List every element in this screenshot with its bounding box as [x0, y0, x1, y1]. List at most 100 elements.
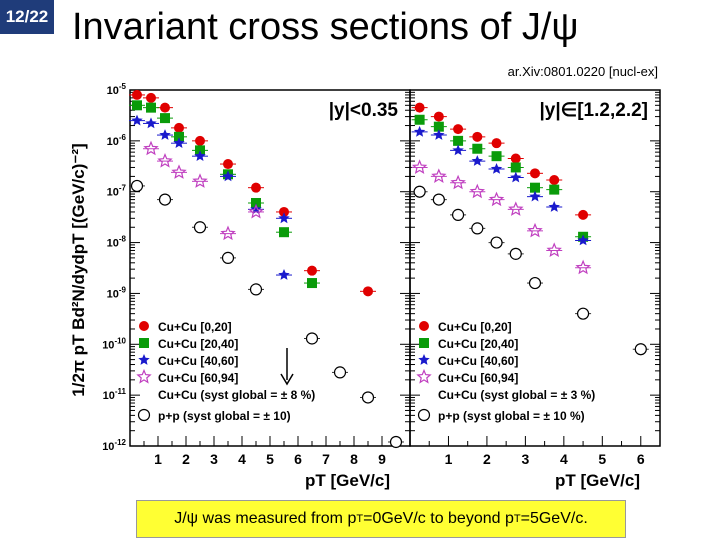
caption-middle: =0GeV/c to beyond p: [363, 510, 514, 527]
data-point: [279, 206, 289, 217]
x-tick-label: 1: [154, 451, 162, 467]
data-point: [453, 135, 464, 146]
data-point: [510, 171, 522, 183]
x-tick-label: 8: [350, 451, 358, 467]
x-tick-label: 9: [378, 451, 386, 467]
legend-label: Cu+Cu [60,94]: [158, 371, 238, 385]
data-point: [549, 174, 560, 185]
legend-label: Cu+Cu [0,20]: [438, 320, 512, 334]
data-point: [472, 143, 483, 154]
data-point: [159, 129, 171, 140]
legend-marker: [416, 368, 432, 384]
y-tick-label: 10-7: [107, 184, 127, 199]
data-point: [488, 191, 505, 207]
x-tick-label: 6: [294, 451, 302, 467]
data-point: [192, 173, 208, 188]
series-cu-cu-60-94-: [143, 140, 264, 241]
data-point: [433, 111, 444, 122]
x-tick-label: 3: [521, 451, 529, 467]
data-point: [509, 247, 522, 260]
data-point: [195, 135, 205, 146]
data-point: [361, 391, 375, 404]
reference-citation: ar.Xiv:0801.0220 [nucl-ex]: [507, 64, 658, 79]
data-point: [578, 209, 589, 220]
arrow-head: [280, 373, 294, 386]
data-point: [471, 155, 483, 166]
x-tick-label: 2: [483, 451, 491, 467]
rapidity-label: |y|<0.35: [329, 100, 399, 121]
legend-label: Cu+Cu [40,60]: [438, 354, 518, 368]
data-point: [305, 332, 319, 345]
data-point: [548, 201, 560, 212]
data-point: [194, 150, 206, 161]
data-point: [307, 265, 317, 276]
y-tick-label: 10-6: [107, 133, 127, 148]
data-point: [472, 131, 483, 142]
legend-annotation: Cu+Cu (syst global = ± 3 %): [438, 388, 595, 402]
series-cu-cu-40-60-: [411, 125, 592, 246]
data-point: [490, 163, 503, 174]
panel-right: 1 2 3 4 5 6 pT [GeV/c] |y|∈[1.2,2.2] Cu+Cu [0,20…: [409, 89, 661, 490]
data-point: [333, 366, 347, 379]
cross-section-chart: 1/2π pT Bd²N/dydpT [(GeV/c)⁻²] 10-1210-1…: [69, 82, 661, 490]
series-cu-cu-40-60-: [129, 114, 292, 280]
data-point: [432, 193, 445, 206]
data-point: [491, 151, 502, 162]
data-point: [278, 212, 290, 224]
data-point: [577, 234, 589, 246]
slide-title: Invariant cross sections of J/ψ: [72, 6, 579, 48]
x-tick-label: 4: [238, 451, 246, 467]
data-point: [223, 159, 233, 170]
data-point: [143, 140, 159, 156]
legend-label: Cu+Cu [0,20]: [158, 320, 232, 334]
data-point: [433, 121, 444, 132]
data-point: [220, 225, 236, 241]
data-point: [160, 102, 170, 113]
data-point: [145, 117, 157, 129]
legend-marker: [417, 408, 431, 422]
data-point: [471, 222, 484, 235]
data-point: [146, 102, 156, 113]
series-p-p-syst-global-10-: [129, 179, 404, 449]
panel-frame: [409, 89, 661, 447]
x-tick-label: 5: [598, 451, 606, 467]
legend-marker: [138, 354, 150, 365]
series-cu-cu-60-94-: [411, 159, 592, 275]
x-tick-label: 6: [637, 451, 645, 467]
data-point: [530, 168, 540, 179]
x-tick-label: 2: [182, 451, 190, 467]
y-tick-label: 10-11: [103, 387, 127, 402]
series-cu-cu-0-20-: [411, 102, 592, 220]
legend-label: p+p (syst global = ± 10): [158, 409, 291, 423]
legend-marker: [419, 321, 429, 331]
legend-annotation: Cu+Cu (syst global = ± 8 %): [158, 388, 315, 402]
data-point: [221, 251, 235, 264]
data-point: [510, 153, 521, 164]
x-axis-label: pT [GeV/c]: [555, 471, 640, 490]
y-axis-label: 1/2π pT Bd²N/dydpT [(GeV/c)⁻²]: [69, 143, 88, 396]
legend-marker: [418, 354, 430, 365]
data-point: [249, 283, 263, 296]
data-point: [452, 144, 464, 156]
data-point: [414, 102, 425, 113]
legend-marker: [137, 408, 151, 422]
x-tick-label: 1: [445, 451, 453, 467]
data-point: [546, 242, 562, 257]
data-point: [160, 113, 170, 124]
y-tick-label: 10-5: [107, 82, 127, 97]
data-point: [157, 153, 173, 168]
data-point: [450, 174, 466, 190]
data-point: [490, 236, 503, 249]
data-point: [174, 122, 184, 133]
y-tick-label: 10-10: [102, 336, 126, 351]
y-tick-label: 10-8: [107, 235, 127, 250]
x-tick-label: 3: [210, 451, 218, 467]
panel-left: 10-12 10-11 10-10 10-9 10-8 10-7 10-6 10-5 1 2 3 4 5…: [102, 82, 411, 490]
data-point: [529, 190, 541, 202]
data-point: [278, 269, 290, 280]
data-point: [171, 164, 187, 179]
page-number: 12/22: [0, 0, 54, 34]
data-point: [279, 227, 289, 238]
data-point: [527, 222, 543, 238]
data-point: [146, 92, 156, 103]
